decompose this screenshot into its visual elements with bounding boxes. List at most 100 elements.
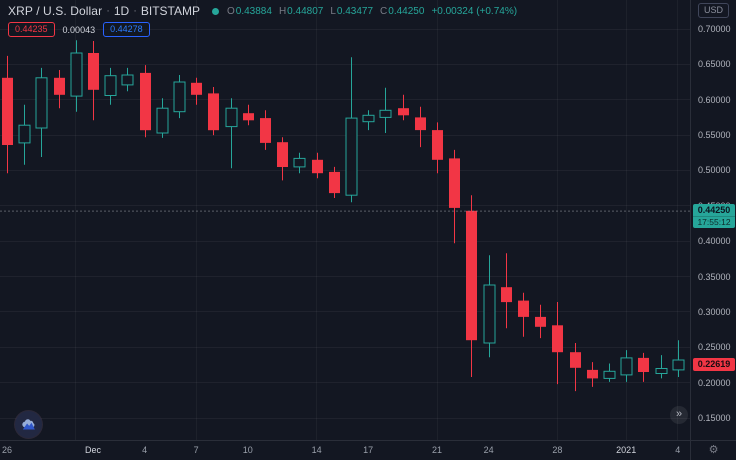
v-gridline [316,0,317,440]
price-tick-label: 0.50000 [698,165,731,176]
price-tick-label: 0.35000 [698,271,731,282]
candle-body [35,77,48,129]
bid-price-button[interactable]: 0.44235 [8,22,55,37]
v-gridline [196,0,197,440]
price-tick-label: 0.40000 [698,236,731,247]
candle-body [620,357,633,376]
v-gridline [557,0,558,440]
price-tick-label: 0.30000 [698,306,731,317]
close-key: C [380,5,388,17]
candle-body [208,93,219,131]
h-gridline [0,170,690,171]
candle-body [225,107,238,128]
candle-body [312,159,323,174]
time-tick-label: 14 [311,445,322,455]
time-tick-label: 21 [431,445,443,455]
price-tick-label: 0.55000 [698,130,731,141]
candle-body [277,142,288,167]
price-tick-label: 0.20000 [698,377,731,388]
h-gridline [0,311,690,312]
h-gridline [0,418,690,419]
open-value: 0.43884 [235,5,272,17]
time-tick-label: 4 [675,445,681,455]
h-gridline [0,205,690,206]
current-price-label: 0.44250 17:55:12 [693,204,735,229]
h-gridline [0,64,690,65]
candle-body [329,171,340,194]
scroll-to-recent-button[interactable]: » [670,406,688,424]
candle-body [672,359,685,371]
open-key: O [227,5,235,17]
time-tick-label: 24 [483,445,494,455]
candle-body [587,369,598,379]
candle-body [173,81,186,113]
candle-body [570,352,581,368]
h-gridline [0,135,690,136]
h-gridline [0,347,690,348]
h-gridline [0,276,690,277]
price-tick-label: 0.60000 [698,94,731,105]
candle-body [345,117,358,196]
candle-body [603,370,616,379]
ask-price-button[interactable]: 0.44278 [103,22,150,37]
ohlc-values: O0.43884 H0.44807 L0.43477 C0.44250 [227,6,424,17]
h-gridline [0,29,690,30]
candle-body [379,109,392,118]
v-gridline [437,0,438,440]
legend-separator: · [106,5,110,17]
chart-pane[interactable]: XRP / U.S. Dollar · 1D · BITSTAMP O0.438… [0,0,690,440]
h-gridline [0,382,690,383]
candle-body [432,130,443,160]
mountain-cloud-icon [22,419,35,430]
axis-settings-corner: ⚙ [690,440,736,460]
spread-value: 0.00043 [62,24,96,35]
tradingview-logo[interactable] [15,411,42,438]
interval-label[interactable]: 1D [113,4,130,18]
exchange-label[interactable]: BITSTAMP [140,4,200,18]
bar-countdown: 17:55:12 [693,216,735,228]
v-gridline [626,0,627,440]
candle-body [655,368,668,374]
candle-body [552,325,563,353]
candle-body [638,357,649,372]
time-tick-label: Dec [84,445,102,455]
candle-body [156,107,169,134]
time-tick-label: 26 [1,445,13,455]
candle-body [466,210,477,341]
high-value: 0.44807 [287,5,324,17]
price-tick-label: 0.65000 [698,59,731,70]
price-tick-label: 0.15000 [698,413,731,423]
time-tick-label: 2021 [616,445,637,455]
currency-toggle[interactable]: USD [698,3,730,18]
candle-body [121,74,134,86]
time-axis[interactable]: 26 Dec 4 7 10 14 17 21 24 28 2021 4 [0,440,690,460]
current-price-value: 0.44250 [697,205,731,216]
candle-body [415,117,426,131]
time-tick-label: 4 [142,445,148,455]
candle-body [535,316,546,327]
candle-body [2,77,13,145]
candle-body [293,157,306,168]
h-gridline [0,241,690,242]
candle-body [483,284,496,344]
symbol-legend: XRP / U.S. Dollar · 1D · BITSTAMP O0.438… [8,4,517,37]
gear-icon[interactable]: ⚙ [708,444,719,456]
time-tick-label: 17 [363,445,374,455]
close-value: 0.44250 [388,5,425,17]
symbol-title[interactable]: XRP / U.S. Dollar [8,4,103,18]
candle-body [54,77,65,95]
candle-body [501,287,512,303]
change-value: +0.00324 (+0.74%) [431,5,518,17]
time-tick-label: 7 [193,445,199,455]
time-tick-label: 10 [242,445,253,455]
candle-body [260,118,271,143]
candle-body [362,114,375,123]
price-axis[interactable]: USD 0.70000 0.65000 0.60000 0.55000 0.50000 0… [690,0,736,440]
candle-body [518,300,529,317]
time-tick-label: 28 [552,445,563,455]
candle-body [243,113,254,121]
realtime-dot-icon [212,7,219,15]
candle-body [104,75,117,96]
candle-body [191,82,202,95]
